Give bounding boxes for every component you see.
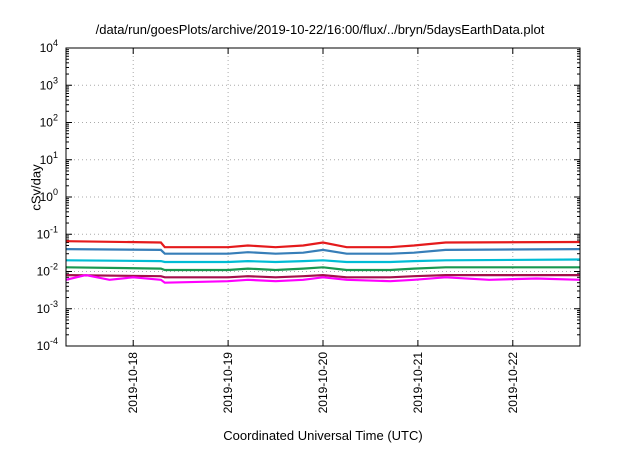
plot-frame: [65, 47, 581, 347]
x-tick-label: 2019-10-18: [126, 352, 140, 414]
y-tick-label: 103: [40, 75, 58, 92]
x-tick-label: 2019-10-21: [411, 352, 425, 414]
series-line-4: [66, 273, 580, 279]
series-line-1: [66, 248, 580, 255]
y-tick-label: 104: [40, 38, 58, 55]
series-line-2: [66, 266, 580, 272]
y-tick-label: 102: [40, 113, 58, 130]
x-axis-label: Coordinated Universal Time (UTC): [223, 428, 423, 443]
y-tick-label: 10-2: [37, 262, 58, 279]
y-tick-label: 10-3: [37, 299, 58, 316]
x-tick-label: 2019-10-20: [316, 352, 330, 414]
x-tick-label: 2019-10-19: [221, 352, 235, 414]
y-tick-label: 10-4: [37, 336, 58, 353]
series-line-0: [66, 240, 580, 249]
y-axis-label: cSv/day: [28, 164, 44, 211]
y-tick-label: 10-1: [37, 224, 58, 241]
chart-title: /data/run/goesPlots/archive/2019-10-22/1…: [95, 22, 545, 37]
series-line-5: [66, 273, 580, 284]
series-line-3: [66, 258, 580, 264]
x-tick-label: 2019-10-22: [506, 352, 520, 414]
